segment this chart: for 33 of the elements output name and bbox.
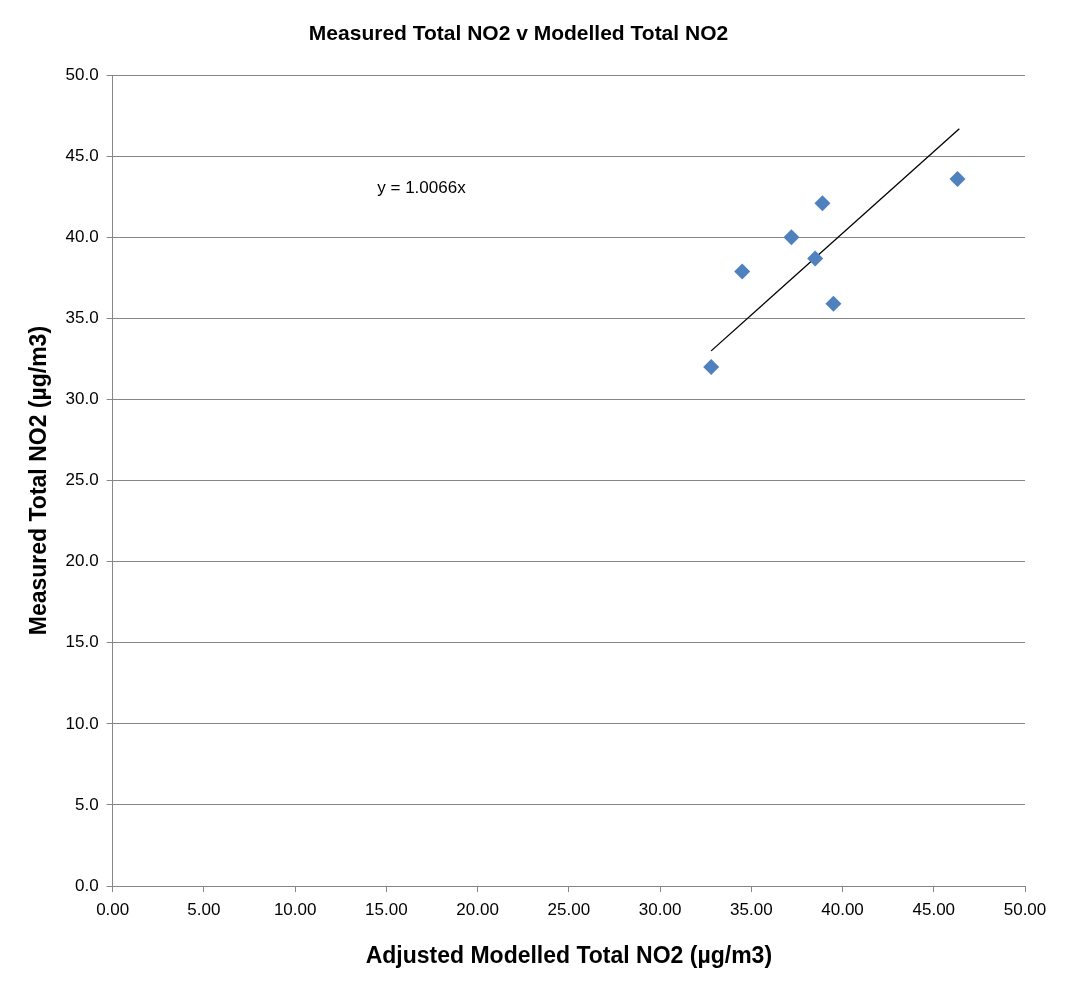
x-tick-label: 15.00 — [365, 899, 408, 919]
x-tick-label: 35.00 — [730, 899, 773, 919]
x-tick-label: 5.00 — [187, 899, 221, 919]
point — [783, 229, 800, 246]
y-tick-label: 40.0 — [65, 227, 99, 247]
y-tick-label: 0.0 — [75, 875, 99, 895]
point — [814, 195, 831, 212]
y-tick-label: 30.0 — [65, 389, 99, 409]
point — [703, 359, 720, 376]
x-tick-label: 40.00 — [821, 899, 864, 919]
point — [734, 263, 751, 280]
y-tick-label: 50.0 — [65, 64, 99, 84]
x-tick-label: 50.00 — [1003, 899, 1047, 919]
annotation: y = 1.0066x — [377, 178, 467, 198]
x-tick-label: 10.00 — [273, 899, 317, 919]
point — [949, 170, 966, 187]
x-tick-label: 20.00 — [456, 899, 499, 919]
x-axis-title: Adjusted Modelled Total NO2 (µg/m3) — [365, 941, 773, 968]
x-tick-label: 45.00 — [912, 899, 956, 919]
y-tick-label: 25.0 — [65, 470, 99, 490]
y-tick-label: 20.0 — [65, 551, 99, 571]
y-tick-label: 15.0 — [65, 632, 99, 652]
y-tick-label: 10.0 — [65, 713, 99, 733]
x-tick-label: 30.00 — [638, 899, 682, 919]
y-tick-label: 45.0 — [65, 145, 99, 165]
y-axis-title: Measured Total NO2 (µg/m3) — [25, 325, 52, 636]
x-tick-label: 25.00 — [547, 899, 591, 919]
chart-title: Measured Total NO2 v Modelled Total NO2 — [308, 21, 729, 45]
x-tick-label: 0.00 — [96, 899, 130, 919]
point — [825, 295, 842, 312]
y-tick-label: 5.0 — [75, 794, 99, 814]
y-tick-label: 35.0 — [65, 308, 99, 328]
point — [807, 250, 824, 267]
